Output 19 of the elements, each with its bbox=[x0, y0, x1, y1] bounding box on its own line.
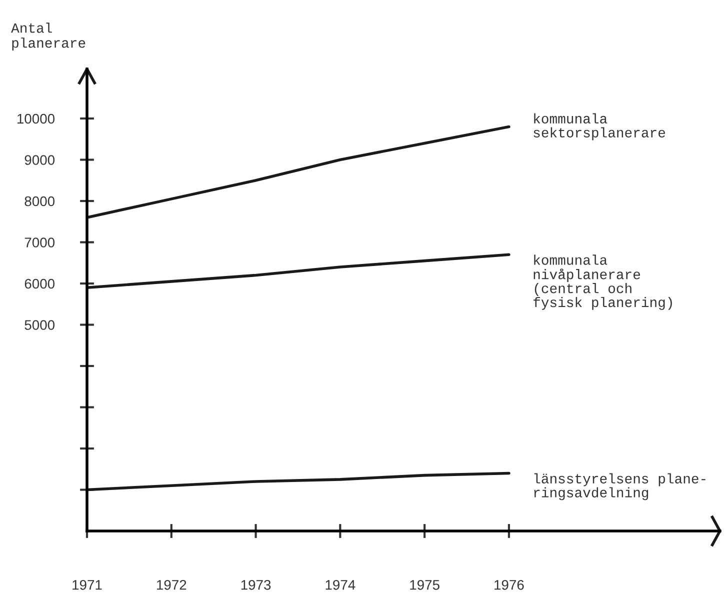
line-series bbox=[87, 125, 510, 219]
y-tick-label: 6000 bbox=[24, 278, 55, 289]
line-series bbox=[87, 253, 510, 290]
series-label: länsstyrelsens plane- ringsavdelning bbox=[534, 473, 706, 500]
x-tick-label: 1972 bbox=[157, 580, 186, 590]
series-label: kommunala sektorsplanerare bbox=[534, 113, 666, 140]
x-tick-label: 1973 bbox=[241, 580, 271, 590]
y-axis-title: Antal planerare bbox=[11, 22, 86, 51]
x-tick-label: 1975 bbox=[410, 580, 440, 590]
x-tick-label: 1971 bbox=[72, 580, 102, 590]
series-label: kommunala nivåplanerare (central och fysisk planering) bbox=[534, 254, 672, 310]
y-tick-label: 5000 bbox=[24, 320, 55, 330]
y-tick-label: 7000 bbox=[24, 238, 55, 248]
x-tick-label: 1976 bbox=[494, 580, 524, 590]
y-tick-label: 10000 bbox=[17, 114, 55, 124]
y-tick-label: 9000 bbox=[24, 155, 55, 165]
line-series bbox=[87, 472, 510, 492]
x-tick-label: 1974 bbox=[326, 580, 356, 590]
y-tick-label: 8000 bbox=[24, 196, 55, 206]
